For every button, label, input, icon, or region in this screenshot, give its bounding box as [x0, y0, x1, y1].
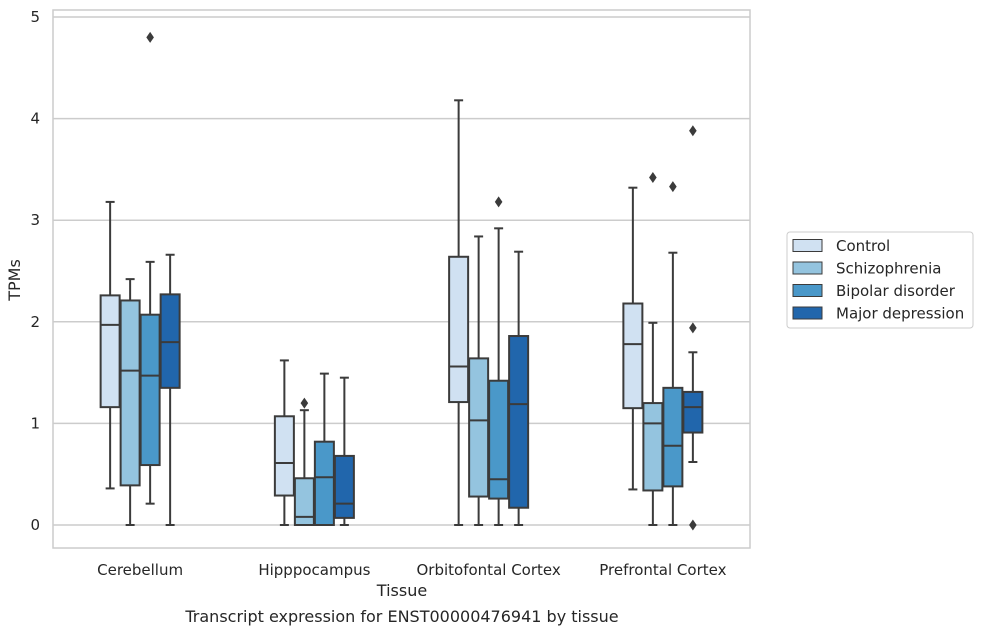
legend-swatch	[792, 261, 823, 275]
box-body	[273, 415, 295, 497]
box-body	[139, 313, 161, 467]
box-body	[488, 379, 510, 500]
legend-swatch	[792, 239, 823, 252]
box-body	[622, 302, 644, 410]
outlier-point	[669, 181, 677, 193]
legend-frame	[786, 231, 974, 329]
box-schizophrenia	[642, 172, 664, 526]
outlier-point	[689, 322, 697, 334]
outlier-point	[146, 31, 154, 43]
box-body	[313, 440, 335, 526]
plot-frame	[52, 9, 751, 549]
outlier-point	[689, 125, 697, 137]
legend-label: Schizophrenia	[836, 260, 941, 278]
box-control	[622, 186, 644, 491]
box-schizophrenia	[293, 397, 315, 527]
box-major-depression	[159, 253, 181, 526]
box-bipolar-disorder	[662, 181, 684, 526]
chart-caption: Transcript expression for ENST0000047694…	[184, 607, 618, 626]
outlier-point	[689, 519, 697, 531]
y-tick-labels: 0 1 2 3 4 5	[30, 8, 40, 534]
y-tick-label: 1	[30, 414, 40, 432]
box-body	[642, 402, 664, 492]
legend-swatch	[792, 284, 823, 297]
box-body	[99, 294, 121, 409]
outlier-point	[649, 172, 657, 184]
box-major-depression	[508, 250, 530, 526]
y-tick-label: 2	[30, 313, 40, 331]
box-body	[468, 357, 490, 498]
box-body	[159, 293, 181, 389]
box-major-depression	[682, 125, 704, 531]
box-body	[333, 454, 355, 519]
box-control	[99, 200, 121, 490]
legend-label: Bipolar disorder	[836, 282, 956, 300]
y-tick-label: 3	[30, 211, 40, 229]
x-axis-label: Tissue	[376, 581, 427, 600]
box-body	[293, 477, 315, 527]
x-tick-label: Prefrontal Cortex	[599, 561, 726, 579]
outlier-point	[300, 397, 309, 409]
legend-swatch	[792, 306, 823, 320]
box-control	[448, 99, 470, 526]
box-major-depression	[333, 376, 355, 526]
box-control	[273, 359, 295, 526]
box-series	[99, 31, 704, 531]
box-bipolar-disorder	[139, 31, 161, 505]
y-tick-label: 0	[30, 516, 40, 534]
box-body	[119, 299, 141, 487]
legend: Control Schizophrenia Bipolar disorder Majo…	[786, 231, 974, 329]
x-tick-labels: Cerebellum Hipppocampus Orbitofontal Corte…	[97, 561, 726, 579]
box-body	[508, 335, 530, 509]
box-body	[662, 386, 684, 488]
box-body	[448, 255, 470, 404]
box-schizophrenia	[119, 278, 141, 526]
x-tick-label: Orbitofontal Cortex	[417, 561, 561, 579]
box-bipolar-disorder	[488, 196, 510, 526]
y-axis-label: TPMs	[5, 259, 24, 302]
legend-label: Control	[836, 237, 890, 255]
outlier-point	[494, 196, 503, 208]
legend-label: Major depression	[836, 305, 964, 323]
y-tick-label: 5	[30, 8, 40, 26]
y-tick-label: 4	[30, 110, 40, 128]
x-tick-label: Hipppocampus	[258, 561, 370, 579]
x-tick-label: Cerebellum	[97, 561, 183, 579]
box-body	[682, 390, 704, 434]
